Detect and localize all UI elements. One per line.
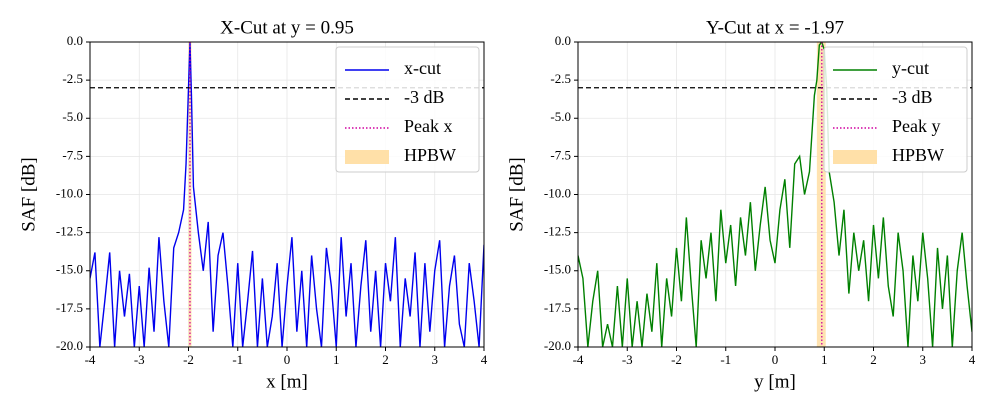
x-tick-label: -2 xyxy=(183,352,194,367)
x-tick-label: -1 xyxy=(232,352,243,367)
x-axis-label: y [m] xyxy=(754,371,796,392)
y-tick-label: -10.0 xyxy=(544,185,571,200)
hpbw-band xyxy=(816,42,826,347)
y-tick-label: -10.0 xyxy=(56,185,83,200)
y-tick-label: 0.0 xyxy=(67,33,83,48)
legend-box xyxy=(335,46,480,173)
y-tick-label: -2.5 xyxy=(550,71,571,86)
axes-frame xyxy=(577,41,973,348)
data-line xyxy=(90,42,484,347)
legend-label: -3 dB xyxy=(892,87,933,107)
legend-label: Peak y xyxy=(892,116,941,136)
y-tick-label: -15.0 xyxy=(56,262,83,277)
y-tick-label: -20.0 xyxy=(544,338,571,353)
x-tick-label: 2 xyxy=(382,352,389,367)
legend-box xyxy=(823,46,968,173)
legend-swatch xyxy=(833,150,877,164)
y-tick-label: -17.5 xyxy=(56,300,83,315)
x-tick-label: -1 xyxy=(720,352,731,367)
y-tick-label: -15.0 xyxy=(544,262,571,277)
legend-label: HPBW xyxy=(404,145,456,165)
y-tick-label: -2.5 xyxy=(62,71,83,86)
legend-label: Peak x xyxy=(404,116,453,136)
x-tick-label: -3 xyxy=(622,352,633,367)
x-tick-label: -3 xyxy=(134,352,145,367)
x-tick-label: 0 xyxy=(772,352,779,367)
y-axis-label: SAF [dB] xyxy=(506,157,527,231)
x-tick-label: 0 xyxy=(284,352,291,367)
legend: y-cut -3 dB Peak y HPBW xyxy=(823,46,968,173)
axes: -4 -3 -2 -1 0 1 2 3 4 0.0 -2.5 -5.0 -7.5 -10.0 -12.5 -1… xyxy=(18,17,487,392)
legend-swatch xyxy=(345,150,389,164)
legend-label: HPBW xyxy=(892,145,944,165)
hpbw-band xyxy=(188,42,192,347)
x-tick-label: 2 xyxy=(870,352,877,367)
x-tick-label: 3 xyxy=(920,352,927,367)
y-tick-label: -5.0 xyxy=(550,109,571,124)
x-tick-label: -4 xyxy=(573,352,584,367)
y-tick-label: -20.0 xyxy=(56,338,83,353)
legend-label: x-cut xyxy=(404,58,441,78)
y-tick-label: -7.5 xyxy=(62,147,83,162)
x-axis-label: x [m] xyxy=(266,371,308,392)
axes: -4 -3 -2 -1 0 1 2 3 4 0.0 -2.5 -5.0 -7.5 -10.0 -12.5 -1… xyxy=(506,17,975,392)
x-tick-label: -4 xyxy=(85,352,96,367)
y-tick-label: -12.5 xyxy=(56,224,83,239)
x-tick-label: 1 xyxy=(821,352,828,367)
legend-label: y-cut xyxy=(892,58,929,78)
y-tick-label: 0.0 xyxy=(555,33,571,48)
legend-label: -3 dB xyxy=(404,87,445,107)
x-tick-label: -2 xyxy=(671,352,682,367)
y-tick-label: -17.5 xyxy=(544,300,571,315)
x-tick-label: 4 xyxy=(969,352,976,367)
legend: x-cut -3 dB Peak x HPBW xyxy=(335,46,480,173)
x-tick-label: 1 xyxy=(333,352,340,367)
y-tick-label: -5.0 xyxy=(62,109,83,124)
chart-title: Y-Cut at x = -1.97 xyxy=(706,17,844,38)
y-axis-label: SAF [dB] xyxy=(18,157,39,231)
data-line xyxy=(578,42,972,347)
y-tick-label: -7.5 xyxy=(550,147,571,162)
y-tick-label: -12.5 xyxy=(544,224,571,239)
chart-title: X-Cut at y = 0.95 xyxy=(220,17,354,38)
x-tick-label: 4 xyxy=(481,352,488,367)
axes-frame xyxy=(89,41,485,348)
x-tick-label: 3 xyxy=(432,352,439,367)
